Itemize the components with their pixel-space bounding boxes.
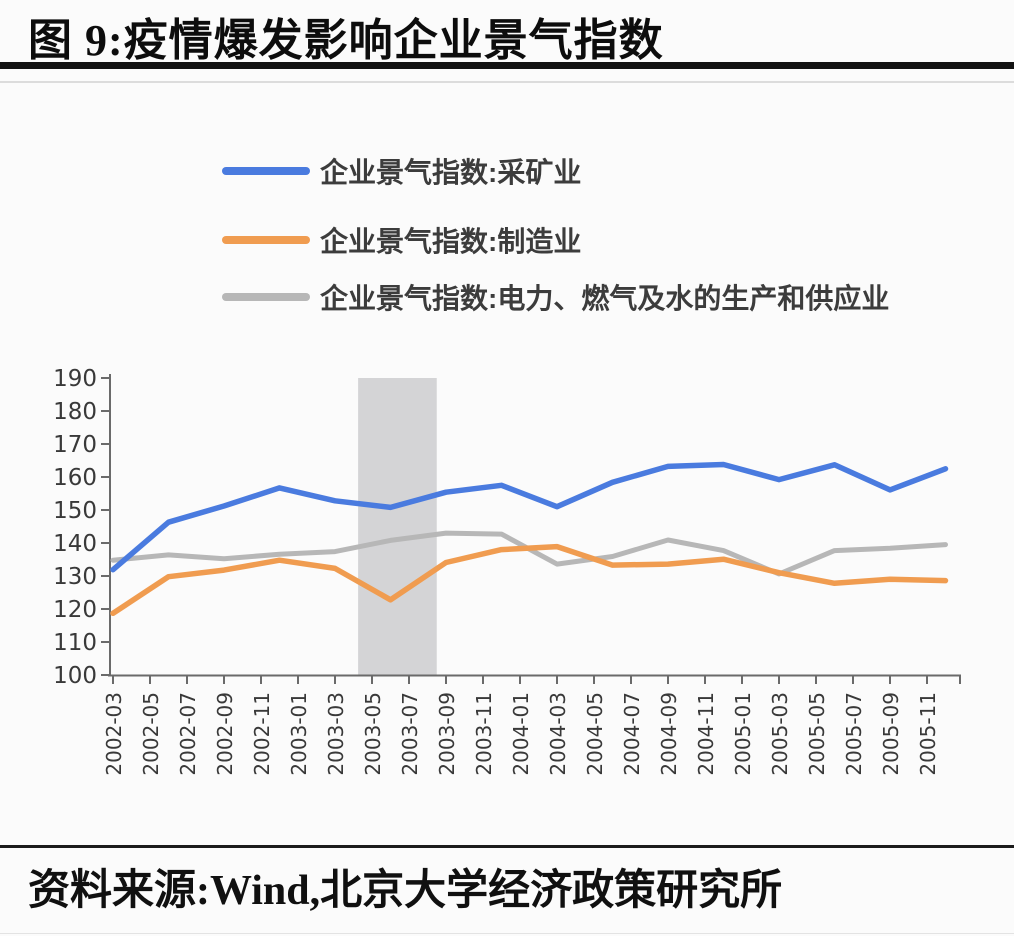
series-line-mining xyxy=(110,461,949,573)
title-underline-thin xyxy=(0,81,1014,83)
y-tick-label: 190 xyxy=(53,366,97,392)
y-tick-label: 180 xyxy=(53,399,97,425)
y-tick-label: 150 xyxy=(53,498,97,524)
x-tick-label: 2003-09 xyxy=(435,692,459,776)
x-tick-label: 2002-11 xyxy=(250,692,274,776)
x-tick-label: 2005-11 xyxy=(916,692,940,776)
legend-swatch-manufacturing xyxy=(222,236,310,244)
x-tick-label: 2005-01 xyxy=(731,692,755,776)
title-underline xyxy=(0,62,1014,69)
x-tick-label: 2002-07 xyxy=(176,692,200,776)
y-tick-label: 170 xyxy=(53,432,97,458)
x-tick-label: 2005-03 xyxy=(768,692,792,776)
legend-label-mining: 企业景气指数:采矿业 xyxy=(320,157,582,188)
y-tick-label: 160 xyxy=(53,465,97,491)
x-tick-label: 2003-11 xyxy=(472,692,496,776)
source-divider-line xyxy=(0,845,1014,848)
legend-swatch-utilities xyxy=(222,293,310,301)
x-tick-label: 2004-11 xyxy=(694,692,718,776)
x-tick-label: 2004-09 xyxy=(657,692,681,776)
legend-item-manufacturing: 企业景气指数:制造业 xyxy=(222,223,581,257)
x-tick-label: 2003-01 xyxy=(287,692,311,776)
legend-swatch-mining xyxy=(222,167,310,175)
legend-label-utilities: 企业景气指数:电力、燃气及水的生产和供应业 xyxy=(320,283,890,314)
y-tick-label: 120 xyxy=(53,597,97,623)
legend-item-mining: 企业景气指数:采矿业 xyxy=(222,154,581,188)
y-tick-label: 100 xyxy=(53,663,97,689)
x-tick-label: 2003-07 xyxy=(398,692,422,776)
x-tick-label: 2005-09 xyxy=(879,692,903,776)
x-tick-label: 2002-03 xyxy=(102,692,126,776)
x-tick-label: 2004-03 xyxy=(546,692,570,776)
x-tick-label: 2004-01 xyxy=(509,692,533,776)
x-tick-label: 2002-05 xyxy=(139,692,163,776)
x-tick-label: 2003-05 xyxy=(361,692,385,776)
x-tick-label: 2005-05 xyxy=(805,692,829,776)
x-tick-label: 2003-03 xyxy=(324,692,348,776)
x-tick-label: 2005-07 xyxy=(842,692,866,776)
x-tick-label: 2002-09 xyxy=(213,692,237,776)
x-tick-label: 2004-07 xyxy=(620,692,644,776)
y-tick-label: 110 xyxy=(53,630,97,656)
legend-item-utilities: 企业景气指数:电力、燃气及水的生产和供应业 xyxy=(222,280,889,314)
series-line-manufacturing xyxy=(110,543,949,617)
bottom-edge-line xyxy=(0,933,1014,934)
x-tick-label: 2004-05 xyxy=(583,692,607,776)
legend-label-manufacturing: 企业景气指数:制造业 xyxy=(320,226,582,257)
y-tick-label: 140 xyxy=(53,531,97,557)
y-tick-label: 130 xyxy=(53,564,97,590)
figure-title: 图 9:疫情爆发影响企业景气指数 xyxy=(28,16,664,65)
sars-highlight-band xyxy=(358,378,437,675)
source-note: 资料来源:Wind,北京大学经济政策研究所 xyxy=(28,868,783,914)
